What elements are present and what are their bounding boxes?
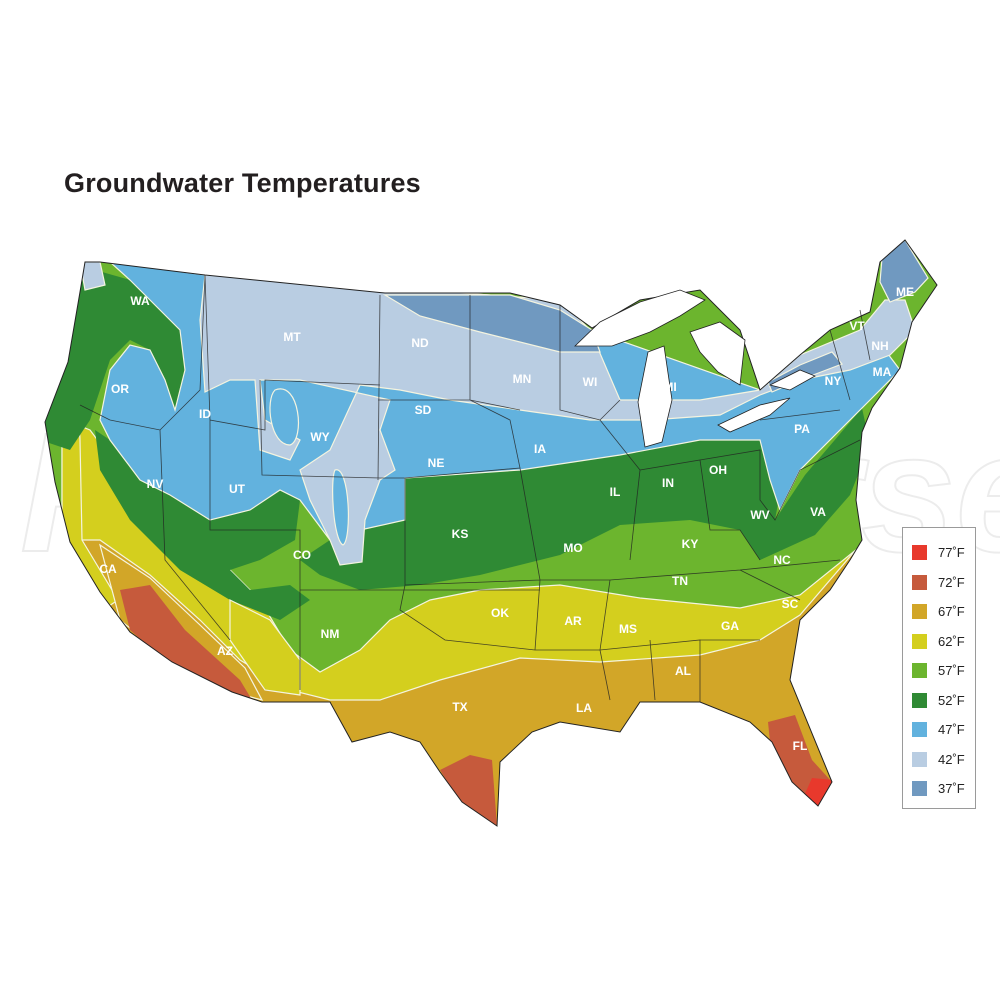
state-label-oh: OH bbox=[709, 463, 727, 477]
state-label-ms: MS bbox=[619, 622, 637, 636]
state-label-ca: CA bbox=[99, 562, 117, 576]
legend-item: 42˚F bbox=[903, 745, 975, 775]
state-label-ok: OK bbox=[491, 606, 509, 620]
state-label-mi: MI bbox=[663, 380, 676, 394]
state-label-vt: VT bbox=[849, 319, 865, 333]
state-label-wa: WA bbox=[130, 294, 150, 308]
state-label-fl: FL bbox=[793, 739, 808, 753]
state-label-wy: WY bbox=[310, 430, 329, 444]
state-label-al: AL bbox=[675, 664, 691, 678]
legend-label: 67˚F bbox=[938, 604, 965, 620]
state-label-nc: NC bbox=[773, 553, 791, 567]
zone-47f bbox=[332, 469, 349, 546]
legend-item: 47˚F bbox=[903, 715, 975, 745]
zone-42f bbox=[79, 261, 106, 291]
legend-item: 37˚F bbox=[903, 774, 975, 804]
state-label-co: CO bbox=[293, 548, 311, 562]
state-label-la: LA bbox=[576, 701, 592, 715]
legend-swatch bbox=[912, 574, 927, 590]
zone-47f bbox=[269, 388, 300, 446]
legend-label: 37˚F bbox=[938, 781, 965, 797]
state-label-wi: WI bbox=[583, 375, 598, 389]
zone-37f bbox=[879, 240, 929, 303]
state-label-mo: MO bbox=[563, 541, 582, 555]
state-label-sc: SC bbox=[782, 597, 799, 611]
state-label-ne: NE bbox=[428, 456, 445, 470]
legend-label: 77˚F bbox=[938, 545, 965, 561]
state-label-nm: NM bbox=[321, 627, 340, 641]
state-label-ma: MA bbox=[873, 365, 892, 379]
zone-52f bbox=[95, 430, 310, 620]
legend-item: 72˚F bbox=[903, 568, 975, 598]
state-label-me: ME bbox=[896, 285, 914, 299]
state-label-nd: ND bbox=[411, 336, 429, 350]
state-label-ia: IA bbox=[534, 442, 546, 456]
zone-37f bbox=[382, 294, 601, 353]
state-label-ar: AR bbox=[564, 614, 582, 628]
map-title: Groundwater Temperatures bbox=[64, 168, 421, 198]
state-label-or: OR bbox=[111, 382, 129, 396]
legend-swatch bbox=[912, 751, 927, 767]
legend-item: 77˚F bbox=[903, 538, 975, 568]
state-label-id: ID bbox=[199, 407, 211, 421]
great-lakes bbox=[574, 289, 816, 448]
legend-item: 62˚F bbox=[903, 627, 975, 657]
zone-52f bbox=[300, 408, 870, 590]
state-label-il: IL bbox=[610, 485, 621, 499]
legend-swatch bbox=[912, 722, 927, 738]
zone-72f bbox=[440, 755, 497, 826]
legend-swatch bbox=[912, 692, 927, 708]
legend-label: 57˚F bbox=[938, 663, 965, 679]
legend-item: 57˚F bbox=[903, 656, 975, 686]
legend-label: 42˚F bbox=[938, 751, 965, 767]
state-label-pa: PA bbox=[794, 422, 810, 436]
state-label-ny: NY bbox=[825, 374, 842, 388]
zone-72f bbox=[120, 585, 252, 700]
legend-label: 47˚F bbox=[938, 722, 965, 738]
legend-swatch bbox=[912, 604, 927, 620]
state-label-nh: NH bbox=[871, 339, 888, 353]
state-label-ky: KY bbox=[682, 537, 699, 551]
state-label-wv: WV bbox=[750, 508, 769, 522]
state-label-ut: UT bbox=[229, 482, 246, 496]
state-label-mt: MT bbox=[283, 330, 301, 344]
legend-swatch bbox=[912, 633, 927, 649]
legend-label: 52˚F bbox=[938, 692, 965, 708]
state-label-mn: MN bbox=[513, 372, 532, 386]
legend-swatch bbox=[912, 545, 927, 561]
legend-label: 62˚F bbox=[938, 633, 965, 649]
state-label-ks: KS bbox=[452, 527, 469, 541]
legend-item: 67˚F bbox=[903, 597, 975, 627]
state-label-nv: NV bbox=[147, 477, 164, 491]
state-label-sd: SD bbox=[415, 403, 432, 417]
state-label-tx: TX bbox=[452, 700, 467, 714]
state-label-ga: GA bbox=[721, 619, 739, 633]
legend-swatch bbox=[912, 663, 927, 679]
state-label-az: AZ bbox=[217, 644, 233, 658]
state-label-va: VA bbox=[810, 505, 826, 519]
legend-swatch bbox=[912, 781, 927, 797]
legend-label: 72˚F bbox=[938, 574, 965, 590]
state-label-tn: TN bbox=[672, 574, 688, 588]
state-label-in: IN bbox=[662, 476, 674, 490]
state-borders bbox=[79, 274, 871, 702]
legend: 77˚F 72˚F 67˚F 62˚F 57˚F 52˚F 47˚F 42˚F 37˚F bbox=[902, 527, 976, 809]
legend-item: 52˚F bbox=[903, 686, 975, 716]
